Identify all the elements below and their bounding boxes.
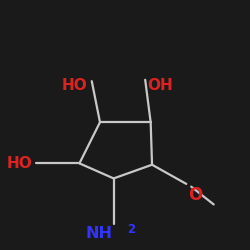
- Text: 2: 2: [127, 223, 135, 236]
- Text: HO: HO: [6, 156, 32, 171]
- Text: O: O: [188, 186, 203, 204]
- Text: OH: OH: [148, 78, 173, 92]
- Text: NH: NH: [85, 226, 112, 241]
- Text: HO: HO: [62, 78, 88, 92]
